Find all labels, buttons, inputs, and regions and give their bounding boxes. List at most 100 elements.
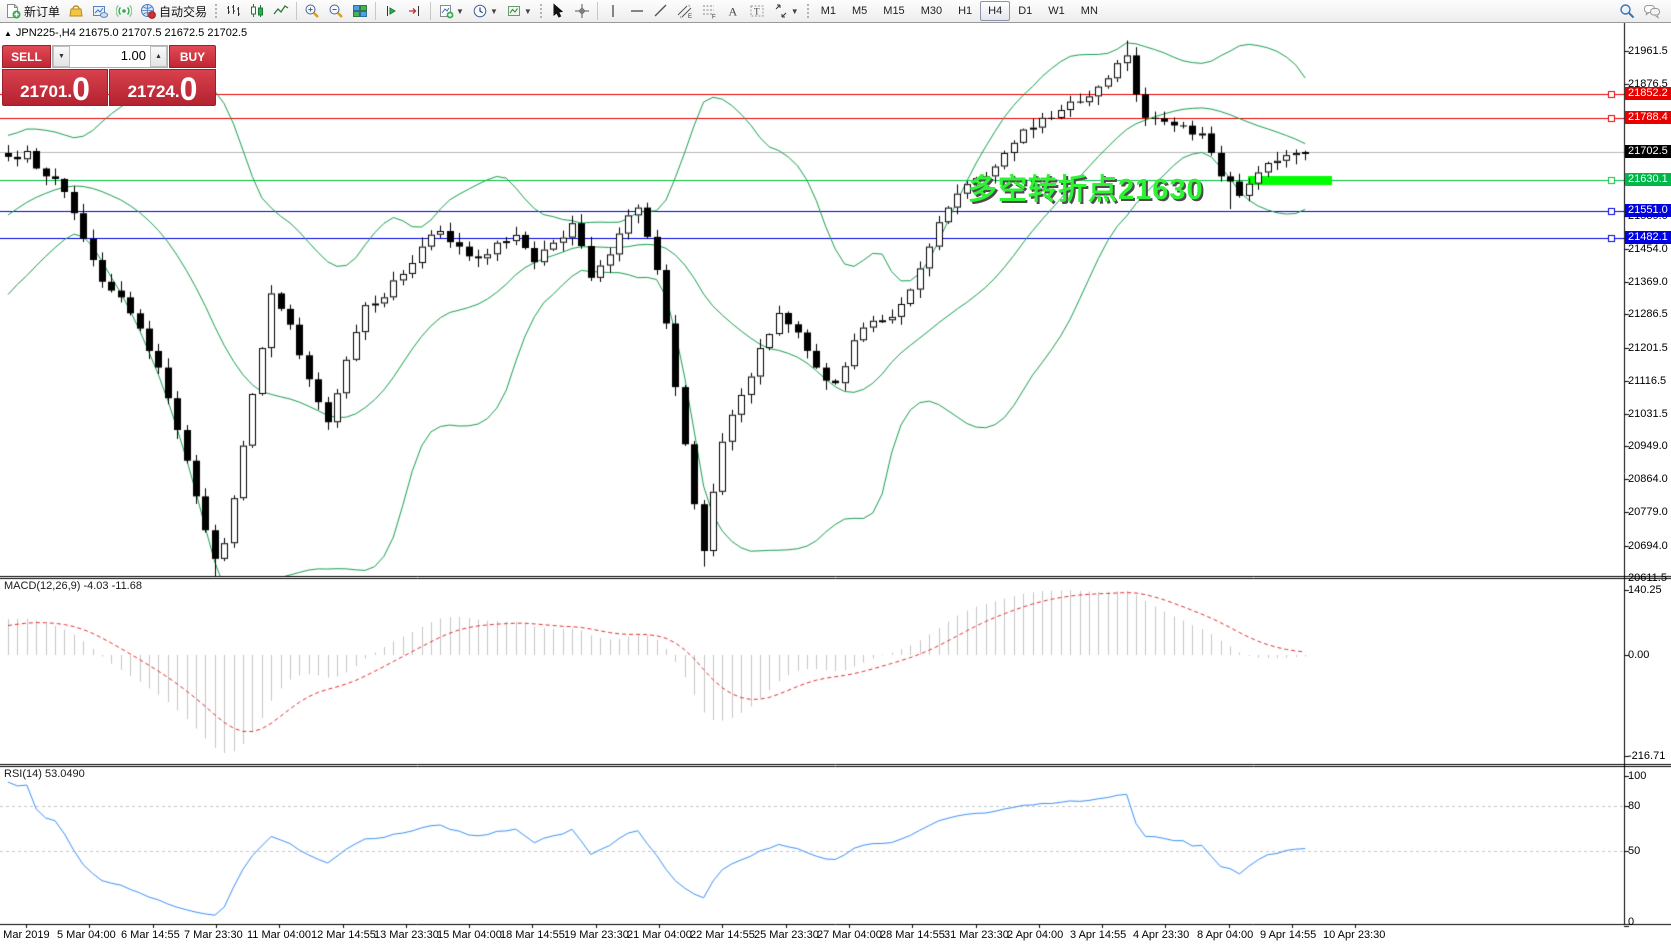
symbol-collapse-icon: ▲ — [4, 29, 12, 38]
timeframe-mn[interactable]: MN — [1080, 5, 1098, 17]
dropdown-caret-icon: ▼ — [456, 6, 464, 16]
new-order-label: 新订单 — [24, 4, 61, 19]
text-label-icon: T — [749, 3, 765, 19]
timeframe-h1[interactable]: H1 — [958, 5, 973, 17]
sell-price-box[interactable]: 21701. 0 — [2, 69, 108, 106]
autotrading-button[interactable]: 自动交易 — [136, 0, 211, 23]
arrows-button[interactable]: ▼ — [769, 0, 803, 23]
chart-shift-button[interactable] — [403, 0, 427, 23]
trendline-button[interactable] — [649, 0, 673, 23]
chart-shift-icon — [407, 3, 423, 19]
search-icon — [1619, 3, 1635, 19]
trendline-icon — [653, 3, 669, 19]
sell-price-dot: . — [67, 82, 73, 101]
vps-button[interactable] — [88, 0, 112, 23]
line-chart-button[interactable] — [269, 0, 293, 23]
horizontal-line-button[interactable] — [625, 0, 649, 23]
sell-price-main: 21701 — [20, 82, 68, 101]
equidistant-channel-icon: E — [677, 3, 693, 19]
toolbar-grip — [538, 3, 543, 19]
one-click-trade-panel: SELL ▼ 1.00 ▲ BUY 21701. 0 21724. 0 — [2, 45, 216, 106]
signals-button[interactable] — [112, 0, 136, 23]
pivot-annotation-text[interactable]: 多空转折点21630 — [968, 174, 1204, 206]
text-button[interactable]: A — [721, 0, 745, 23]
dropdown-caret-icon: ▼ — [790, 6, 799, 16]
buy-price-pip: 0 — [179, 71, 198, 107]
buy-price-box[interactable]: 21724. 0 — [109, 69, 216, 106]
volume-field[interactable]: 1.00 — [120, 48, 146, 63]
templates-icon — [506, 3, 522, 19]
toolbar-separator — [596, 2, 598, 20]
buy-price-dot: . — [174, 82, 180, 101]
timeframe-m5[interactable]: M5 — [852, 5, 868, 17]
new-chart-button[interactable]: ▼ — [434, 0, 468, 23]
crosshair-icon — [574, 3, 590, 19]
line-chart-icon — [273, 3, 289, 19]
svg-text:F: F — [712, 15, 716, 20]
tile-windows-button[interactable] — [348, 0, 372, 23]
volume-increase-button[interactable]: ▲ — [150, 46, 167, 67]
tile-windows-icon — [352, 3, 368, 19]
buy-button[interactable]: BUY — [169, 45, 216, 68]
macd-pane-label: MACD(12,26,9) -4.03 -11.68 — [4, 580, 142, 592]
equidistant-channel-button[interactable]: E — [673, 0, 697, 23]
rsi-pane-label: RSI(14) 53.0490 — [4, 768, 85, 780]
text-icon: A — [725, 3, 741, 19]
zoom-in-icon — [304, 3, 320, 19]
timeframe-m30[interactable]: M30 — [920, 5, 943, 17]
fibonacci-button[interactable]: F — [697, 0, 721, 23]
buy-price-main: 21724 — [127, 82, 175, 101]
cursor-icon — [550, 3, 566, 19]
sell-price-pip: 0 — [72, 71, 90, 107]
volume-decrease-button[interactable]: ▼ — [53, 46, 70, 67]
signals-icon — [116, 3, 133, 19]
cursor-button[interactable] — [546, 0, 570, 23]
chart-canvas[interactable] — [0, 23, 1671, 947]
crosshair-button[interactable] — [570, 0, 594, 23]
auto-scroll-icon — [383, 3, 399, 19]
zoom-out-button[interactable] — [324, 0, 348, 23]
timeframe-m15[interactable]: M15 — [883, 5, 905, 17]
candlestick-chart-icon — [249, 3, 265, 19]
dropdown-caret-icon: ▼ — [523, 6, 532, 16]
fibonacci-icon: F — [701, 3, 717, 19]
profiles-clock-icon — [472, 3, 488, 19]
svg-text:E: E — [688, 14, 692, 19]
autotrading-label: 自动交易 — [159, 4, 208, 19]
toolbar-grip — [214, 3, 219, 19]
new-order-button[interactable]: 新订单 — [1, 0, 64, 23]
arrows-icon — [773, 3, 789, 19]
zoom-out-icon — [328, 3, 344, 19]
timeframe-w1[interactable]: W1 — [1048, 5, 1065, 17]
text-label-button[interactable]: T — [745, 0, 769, 23]
vertical-line-icon — [605, 3, 621, 19]
templates-button[interactable]: ▼ — [502, 0, 536, 23]
profiles-button[interactable]: ▼ — [468, 0, 502, 23]
svg-text:T: T — [754, 7, 760, 17]
toolbar-separator — [430, 2, 432, 20]
timeframe-d1[interactable]: D1 — [1018, 5, 1033, 17]
market-icon — [68, 3, 84, 19]
sell-button[interactable]: SELL — [2, 45, 51, 68]
market-button[interactable] — [64, 0, 88, 23]
vertical-line-button[interactable] — [601, 0, 625, 23]
toolbar-separator — [296, 2, 298, 20]
chat-icon — [1643, 3, 1661, 19]
candlestick-chart-button[interactable] — [245, 0, 269, 23]
timeframe-group: M1 M5 M15 M30 H1 H4 D1 W1 MN — [813, 1, 1106, 21]
chart-title-text: JPN225-,H4 21675.0 21707.5 21672.5 21702… — [15, 27, 248, 39]
bar-chart-icon — [225, 3, 241, 19]
main-toolbar: 新订单 自动交易 ▼ ▼ ▼ E F A T ▼ M1 M5 M15 M30 H1 H4 D… — [0, 0, 1671, 23]
bar-chart-button[interactable] — [221, 0, 245, 23]
chat-button[interactable] — [1639, 0, 1665, 23]
zoom-in-button[interactable] — [300, 0, 324, 23]
toolbar-separator — [375, 2, 377, 20]
volume-stepper: ▼ 1.00 ▲ — [52, 45, 168, 68]
horizontal-line-icon — [629, 3, 645, 19]
autotrading-icon — [140, 3, 156, 19]
timeframe-h4[interactable]: H4 — [980, 1, 1011, 21]
search-button[interactable] — [1615, 0, 1639, 23]
auto-scroll-button[interactable] — [379, 0, 403, 23]
timeframe-m1[interactable]: M1 — [820, 5, 836, 17]
vps-cloud-icon — [92, 3, 109, 19]
